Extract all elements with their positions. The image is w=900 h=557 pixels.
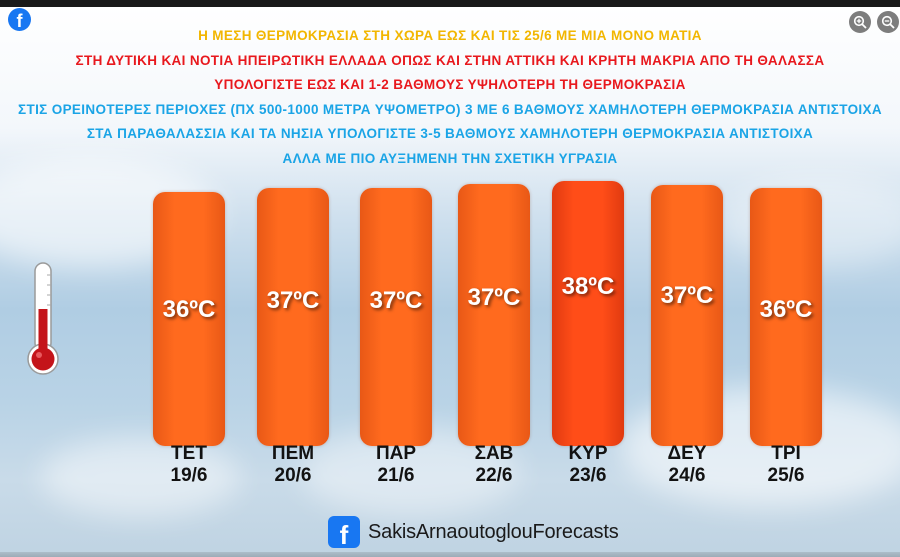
temp-label: 36ºC: [759, 296, 813, 323]
thermometer-icon: [27, 262, 59, 375]
day-label-mon: ΔΕΥ 24/6: [637, 443, 737, 487]
day-date: 22/6: [475, 465, 513, 486]
day-name: ΤΕΤ: [171, 443, 207, 464]
day-name: ΚΥΡ: [568, 443, 608, 464]
temp-label: 36ºC: [162, 296, 216, 323]
day-label-sun: ΚΥΡ 23/6: [538, 443, 638, 487]
headline-coast-islands: ΣΤΑ ΠΑΡΑΘΑΛΑΣΣΙΑ ΚΑΙ ΤΑ ΝΗΣΙΑ ΥΠΟΛΟΓΙΣΤΕ…: [86, 126, 814, 141]
magnifier-plus-icon: [853, 15, 867, 29]
day-date: 19/6: [170, 465, 208, 486]
day-label-sat: ΣΑΒ 22/6: [444, 443, 544, 487]
temp-label: 37ºC: [660, 282, 714, 309]
day-name: ΣΑΒ: [474, 443, 514, 464]
headline-main: Η ΜΕΣΗ ΘΕΡΜΟΚΡΑΣΙΑ ΣΤΗ ΧΩΡΑ ΕΩΣ ΚΑΙ ΤΙΣ …: [198, 28, 702, 43]
forecast-bar-fri: 37ºC: [360, 188, 432, 446]
forecast-bar-sat: 37ºC: [458, 184, 530, 446]
forecast-bar-wed: 36ºC: [153, 192, 225, 446]
headline-humidity: ΑΛΛΑ ΜΕ ΠΙΟ ΑΥΞΗΜΕΝΗ ΤΗΝ ΣΧΕΤΙΚΗ ΥΓΡΑΣΙΑ: [282, 150, 618, 166]
image-viewer: Η ΜΕΣΗ ΘΕΡΜΟΚΡΑΣΙΑ ΣΤΗ ΧΩΡΑ ΕΩΣ ΚΑΙ ΤΙΣ …: [0, 7, 900, 557]
day-name: ΔΕΥ: [667, 443, 707, 464]
day-date: 25/6: [767, 465, 805, 486]
day-date: 21/6: [377, 465, 415, 486]
forecast-bar-mon: 37ºC: [651, 185, 723, 446]
temp-label: 37ºC: [266, 287, 320, 314]
forecast-bars: 36ºC 37ºC 37ºC 37ºC 38ºC 37ºC 36ºC: [0, 181, 900, 446]
facebook-icon: f: [328, 516, 360, 548]
day-name: ΠΑΡ: [375, 443, 417, 464]
day-label-fri: ΠΑΡ 21/6: [346, 443, 446, 487]
brand-name: SakisArnaoutoglouForecasts: [368, 520, 619, 543]
forecast-bar-sun: 38ºC: [552, 181, 624, 446]
headline-block: Η ΜΕΣΗ ΘΕΡΜΟΚΡΑΣΙΑ ΣΤΗ ΧΩΡΑ ΕΩΣ ΚΑΙ ΤΙΣ …: [0, 24, 900, 171]
temp-label: 37ºC: [369, 287, 423, 314]
day-date: 24/6: [668, 465, 706, 486]
magnifier-minus-icon: [881, 15, 895, 29]
headline-mountains: ΣΤΙΣ ΟΡΕΙΝΟΤΕΡΕΣ ΠΕΡΙΟΧΕΣ (ΠΧ 500-1000 Μ…: [18, 101, 882, 117]
zoom-out-icon[interactable]: [877, 11, 899, 33]
day-label-tue: ΤΡΙ 25/6: [736, 443, 836, 487]
day-label-thu: ΠΕΜ 20/6: [243, 443, 343, 487]
temp-label: 38ºC: [561, 273, 615, 300]
temp-label: 37ºC: [467, 284, 521, 311]
day-label-wed: ΤΕΤ 19/6: [139, 443, 239, 487]
facebook-icon[interactable]: f: [8, 8, 31, 31]
day-name: ΠΕΜ: [271, 443, 315, 464]
day-date: 23/6: [569, 465, 607, 486]
forecast-bar-tue: 36ºC: [750, 188, 822, 446]
headline-higher-temp: ΥΠΟΛΟΓΙΣΤΕ ΕΩΣ ΚΑΙ 1-2 ΒΑΘΜΟΥΣ ΥΨΗΛΟΤΕΡΗ…: [214, 77, 686, 92]
facebook-brand: f SakisArnaoutoglouForecasts: [328, 516, 619, 548]
viewer-top-strip: [0, 0, 900, 7]
forecast-bar-thu: 37ºC: [257, 188, 329, 446]
day-date: 20/6: [274, 465, 312, 486]
day-name: ΤΡΙ: [771, 443, 801, 464]
viewer-bottom-edge: [0, 552, 900, 557]
zoom-in-icon[interactable]: [849, 11, 871, 33]
headline-west-south: ΣΤΗ ΔΥΤΙΚΗ ΚΑΙ ΝΟΤΙΑ ΗΠΕΙΡΩΤΙΚΗ ΕΛΛΑΔΑ Ο…: [75, 52, 825, 68]
